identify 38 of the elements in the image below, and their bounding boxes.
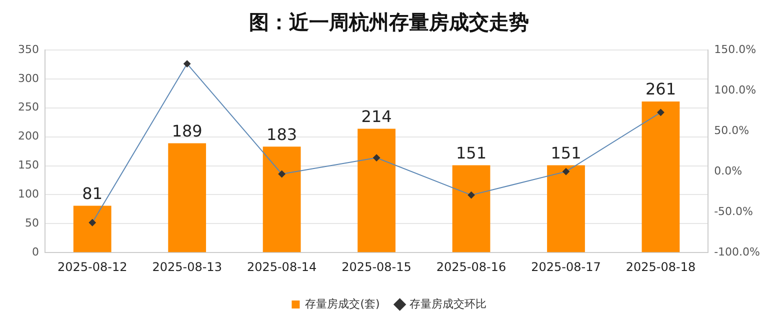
y-tick-label: 100 (18, 188, 39, 201)
y2-tick-label: -50.0% (714, 204, 754, 218)
data-label: 183 (266, 124, 298, 144)
y2-tick-label: 0.0% (714, 164, 742, 178)
y-tick-label: 300 (18, 72, 39, 85)
data-label: 261 (645, 80, 676, 99)
y-tick-label: 50 (24, 216, 39, 230)
bar (168, 143, 206, 252)
x-tick-label: 2025-08-16 (436, 260, 506, 274)
bar (73, 206, 112, 252)
x-tick-label: 2025-08-14 (246, 260, 317, 274)
x-tick-label: 2025-08-15 (342, 260, 412, 274)
data-label: 151 (550, 143, 582, 162)
data-label: 151 (456, 143, 487, 162)
legend-label: 存量房成交环比 (409, 297, 486, 310)
y-tick-label: 250 (18, 100, 39, 114)
y-tick-label: 350 (18, 42, 39, 56)
y2-tick-label: -100.0% (714, 245, 760, 258)
data-label: 214 (361, 106, 392, 126)
bar (642, 102, 680, 252)
x-tick-label: 2025-08-13 (152, 260, 222, 274)
chart-title: 图：近一周杭州存量房成交走势 (249, 10, 529, 34)
x-tick-label: 2025-08-17 (531, 260, 601, 274)
x-tick-label: 2025-08-12 (57, 260, 128, 274)
y-tick-label: 150 (18, 158, 39, 172)
y2-tick-label: 50.0% (714, 124, 750, 137)
x-tick-label: 2025-08-18 (626, 260, 696, 274)
bar (452, 165, 490, 252)
legend-label: 存量房成交(套) (305, 297, 380, 310)
y-tick-label: 0 (32, 245, 39, 258)
y-tick-label: 200 (18, 130, 39, 143)
bar (358, 128, 396, 252)
y2-tick-label: 100.0% (714, 83, 756, 96)
bar (547, 165, 585, 252)
data-label: 81 (82, 184, 103, 203)
bar (262, 146, 301, 252)
data-label: 189 (172, 121, 202, 140)
y2-tick-label: 150.0% (714, 42, 756, 56)
